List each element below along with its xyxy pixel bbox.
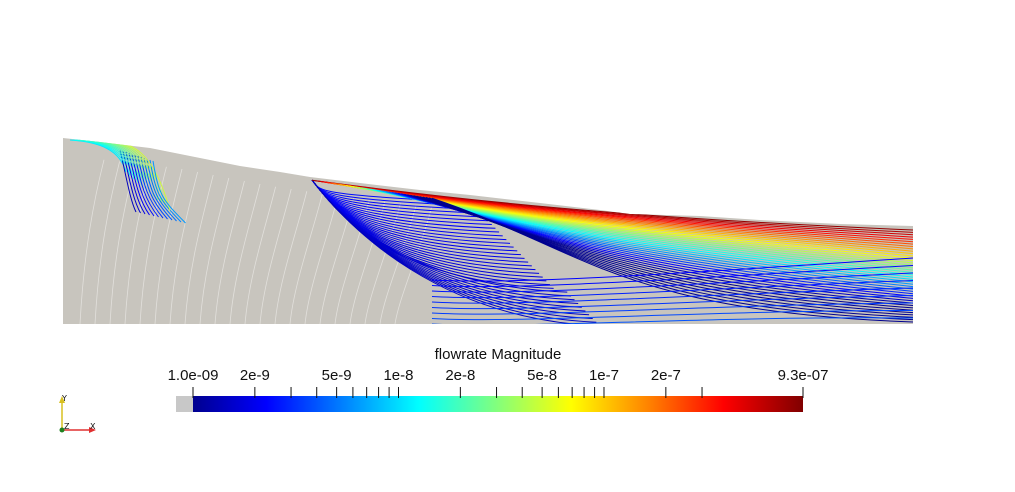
streamline-39	[143, 157, 173, 221]
colorbar-label-6: 1e-7	[588, 367, 619, 384]
streamline-128	[431, 317, 913, 324]
streamline-120	[431, 257, 913, 282]
colorbar-label-8: 9.3e-07	[777, 367, 829, 384]
streamline-6	[169, 171, 198, 324]
streamline-11	[244, 186, 276, 324]
streamline-14	[289, 193, 323, 324]
streamline-123	[431, 280, 913, 299]
streamline-18	[349, 201, 386, 324]
streamline-1	[94, 161, 120, 324]
streamline-125	[431, 295, 913, 310]
streamline-9	[214, 180, 245, 324]
streamline-121	[431, 265, 913, 288]
z-axis-dot	[59, 427, 65, 433]
streamlines	[69, 139, 913, 331]
streamline-119	[431, 197, 913, 323]
colorbar-label-1: 2e-9	[239, 367, 270, 384]
colorbar-title: flowrate Magnitude	[434, 346, 562, 363]
colorbar-gradient	[193, 396, 803, 412]
streamline-13	[274, 191, 308, 324]
streamline-124	[431, 287, 913, 304]
streamline-12	[259, 188, 292, 324]
colorbar-nan-swatch	[176, 396, 193, 412]
streamline-25	[122, 150, 141, 214]
streamline-23	[119, 149, 137, 213]
colorbar-label-2: 5e-9	[321, 367, 352, 384]
colorbar-label-0: 1.0e-09	[167, 367, 219, 384]
streamline-122	[431, 272, 913, 293]
x-axis-label: X	[90, 422, 96, 431]
orientation-axes: Y Z X	[59, 394, 96, 433]
streamline-43	[149, 159, 182, 223]
streamline-5	[154, 168, 183, 324]
streamline-45	[152, 160, 186, 224]
z-axis-label: Z	[64, 422, 70, 431]
streamline-129	[432, 325, 913, 331]
streamline-41	[146, 158, 177, 222]
streamline-15	[304, 196, 339, 324]
streamline-126	[431, 302, 913, 315]
streamline-3	[124, 164, 152, 324]
streamline-8	[199, 177, 230, 324]
streamline-37	[140, 156, 168, 220]
y-axis-label: Y	[61, 394, 67, 403]
colorbar-label-4: 2e-8	[445, 367, 476, 384]
y-axis-arrow	[59, 396, 65, 403]
streamline-27	[125, 151, 146, 215]
colorbar-ticks	[192, 387, 804, 398]
streamline-4	[139, 166, 167, 324]
colorbar-label-3: 1e-8	[383, 367, 414, 384]
colorbar-label-7: 2e-7	[650, 367, 681, 384]
x-axis-arrow	[89, 427, 96, 433]
streamline-7	[184, 174, 214, 324]
streamline-127	[431, 310, 913, 321]
streamline-0	[79, 159, 105, 324]
streamline-10	[229, 183, 261, 324]
colorbar-label-5: 5e-8	[527, 367, 558, 384]
